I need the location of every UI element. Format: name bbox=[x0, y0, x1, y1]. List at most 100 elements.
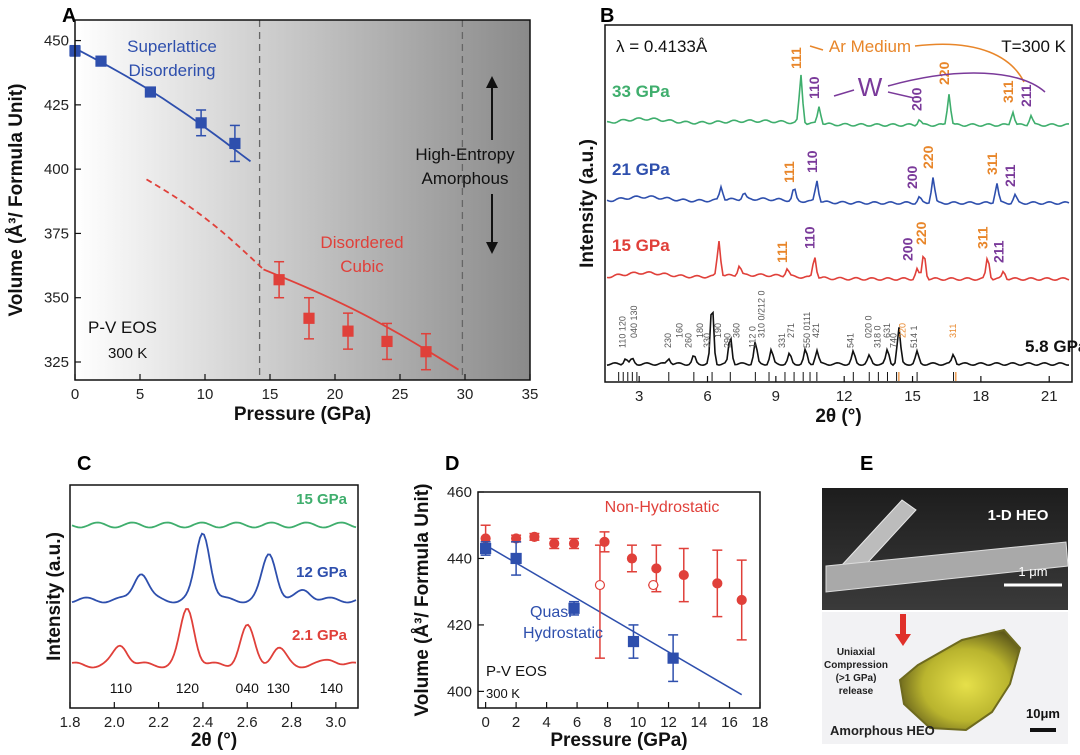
w-arrow bbox=[833, 89, 855, 97]
ar-medium-arrow bbox=[914, 43, 1025, 83]
hkl-label: 211 bbox=[991, 240, 1007, 263]
annotation-high-entropy: High-Entropy bbox=[415, 145, 515, 164]
annotation-disordered: Cubic bbox=[340, 257, 384, 276]
data-point bbox=[195, 117, 207, 129]
x-tick-label: 10 bbox=[630, 714, 647, 731]
x-tick-label: 8 bbox=[603, 714, 611, 731]
xrd-pattern-line bbox=[71, 608, 357, 669]
hkl-label: 541 bbox=[845, 333, 855, 348]
series-label: 5.8 GPa bbox=[1025, 337, 1080, 356]
hkl-label: 330 bbox=[702, 333, 712, 348]
plot-frame bbox=[69, 484, 359, 709]
hkl-label: 110 120 bbox=[618, 316, 628, 348]
data-point bbox=[678, 569, 689, 581]
y-axis-label: Intensity (a.u.) bbox=[44, 532, 65, 661]
w-arrow bbox=[887, 91, 915, 99]
x-tick-label: 6 bbox=[573, 714, 581, 731]
data-point bbox=[229, 137, 241, 150]
data-point bbox=[568, 538, 580, 549]
annotation-quasi: Hydrostatic bbox=[523, 625, 603, 642]
hkl-label: 020 0 bbox=[864, 315, 874, 338]
y-tick-label: 440 bbox=[447, 550, 472, 567]
hkl-label: 110 bbox=[804, 150, 820, 173]
x-axis-label: 2θ (°) bbox=[191, 730, 237, 751]
x-tick-label: 0 bbox=[71, 386, 79, 403]
scale-label-top: 1 μm bbox=[1018, 564, 1047, 579]
hkl-label: 311 bbox=[984, 152, 1000, 175]
x-tick-label: 12 bbox=[836, 388, 853, 405]
hkl-label: 220 bbox=[936, 61, 952, 85]
x-tick-label: 14 bbox=[691, 714, 708, 731]
w-arrow bbox=[887, 72, 1046, 93]
x-tick-label: 15 bbox=[904, 388, 921, 405]
chart-c: 15 GPa 12 GPa 2.1 GPa 110 120 040 130 140 1.8 2.0… bbox=[44, 484, 359, 751]
y-tick-label: 420 bbox=[447, 617, 472, 634]
annotation-non-hydrostatic: Non-Hydrostatic bbox=[605, 499, 720, 516]
compression-arrow-head bbox=[895, 634, 911, 646]
hkl-label: 200 bbox=[904, 165, 920, 189]
hkl-label: 271 bbox=[786, 323, 796, 338]
hkl-label: 130 bbox=[267, 680, 291, 696]
data-point bbox=[736, 594, 747, 606]
panel-label-e: E bbox=[860, 453, 873, 475]
annotation-wavelength: λ = 0.4133Å bbox=[616, 37, 708, 56]
ar-medium-arrow bbox=[809, 45, 824, 51]
x-tick-label: 2.0 bbox=[104, 714, 125, 731]
data-point bbox=[420, 346, 432, 358]
data-point bbox=[594, 579, 606, 591]
annotation-w: W bbox=[858, 72, 883, 102]
hkl-label: 211 bbox=[1018, 84, 1034, 107]
x-tick-label: 10 bbox=[197, 386, 214, 403]
hkl-label: 110 bbox=[110, 680, 133, 696]
data-point bbox=[480, 542, 492, 555]
x-tick-label: 12 bbox=[660, 714, 677, 731]
hkl-label: 220 bbox=[913, 221, 929, 245]
data-point bbox=[144, 86, 156, 98]
arrow-down-head bbox=[486, 242, 498, 254]
hkl-label: 220 bbox=[920, 145, 936, 169]
x-tick-label: 20 bbox=[327, 386, 344, 403]
hkl-label: 290 bbox=[722, 333, 732, 348]
data-point bbox=[599, 536, 610, 547]
y-tick-label: 350 bbox=[44, 290, 69, 307]
panel-label-d: D bbox=[445, 453, 459, 475]
x-tick-label: 2.4 bbox=[192, 714, 213, 731]
x-tick-label: 6 bbox=[703, 388, 711, 405]
data-point bbox=[510, 552, 522, 565]
hkl-label: 200 bbox=[909, 87, 925, 111]
data-point bbox=[627, 635, 640, 648]
x-tick-label: 0 bbox=[481, 714, 489, 731]
hkl-label: 421 bbox=[811, 323, 821, 338]
hkl-label: 260 bbox=[684, 333, 694, 348]
xrd-pattern-line bbox=[606, 310, 1069, 367]
hkl-label: 111 bbox=[774, 241, 790, 263]
x-tick-label: 9 bbox=[772, 388, 780, 405]
annotation-high-entropy: Amorphous bbox=[422, 169, 509, 188]
y-axis-label: Volume (Å³/ Formula Unit) bbox=[6, 84, 27, 317]
x-axis-label: Pressure (GPa) bbox=[234, 404, 371, 425]
y-tick-label: 460 bbox=[447, 484, 472, 501]
data-point bbox=[273, 274, 285, 286]
compression-line-1: Uniaxial bbox=[837, 647, 876, 658]
data-point bbox=[303, 312, 315, 324]
x-tick-label: 2.2 bbox=[148, 714, 169, 731]
hkl-label: 040 bbox=[236, 680, 260, 696]
x-tick-label: 4 bbox=[542, 714, 550, 731]
x-tick-label: 35 bbox=[522, 386, 539, 403]
data-point bbox=[381, 335, 393, 348]
xrd-pattern-line bbox=[606, 74, 1069, 128]
hkl-label: 160 bbox=[674, 323, 684, 338]
x-axis-label: Pressure (GPa) bbox=[550, 730, 687, 751]
panel-e-micrographs: 1-D HEO 1 μm Uniaxial Compression (>1 GP… bbox=[822, 488, 1069, 744]
y-tick-label: 325 bbox=[44, 354, 69, 371]
series-label: 15 GPa bbox=[612, 236, 670, 255]
y-tick-label: 375 bbox=[44, 225, 69, 242]
annotation-quasi: Quasi- bbox=[530, 604, 577, 621]
hkl-label: 740 bbox=[889, 333, 899, 348]
data-point bbox=[529, 531, 540, 542]
scale-label-bottom: 10μm bbox=[1026, 706, 1060, 721]
hkl-label: 190 bbox=[713, 323, 723, 338]
data-point bbox=[95, 55, 107, 67]
panel-label-a: A bbox=[62, 5, 76, 27]
